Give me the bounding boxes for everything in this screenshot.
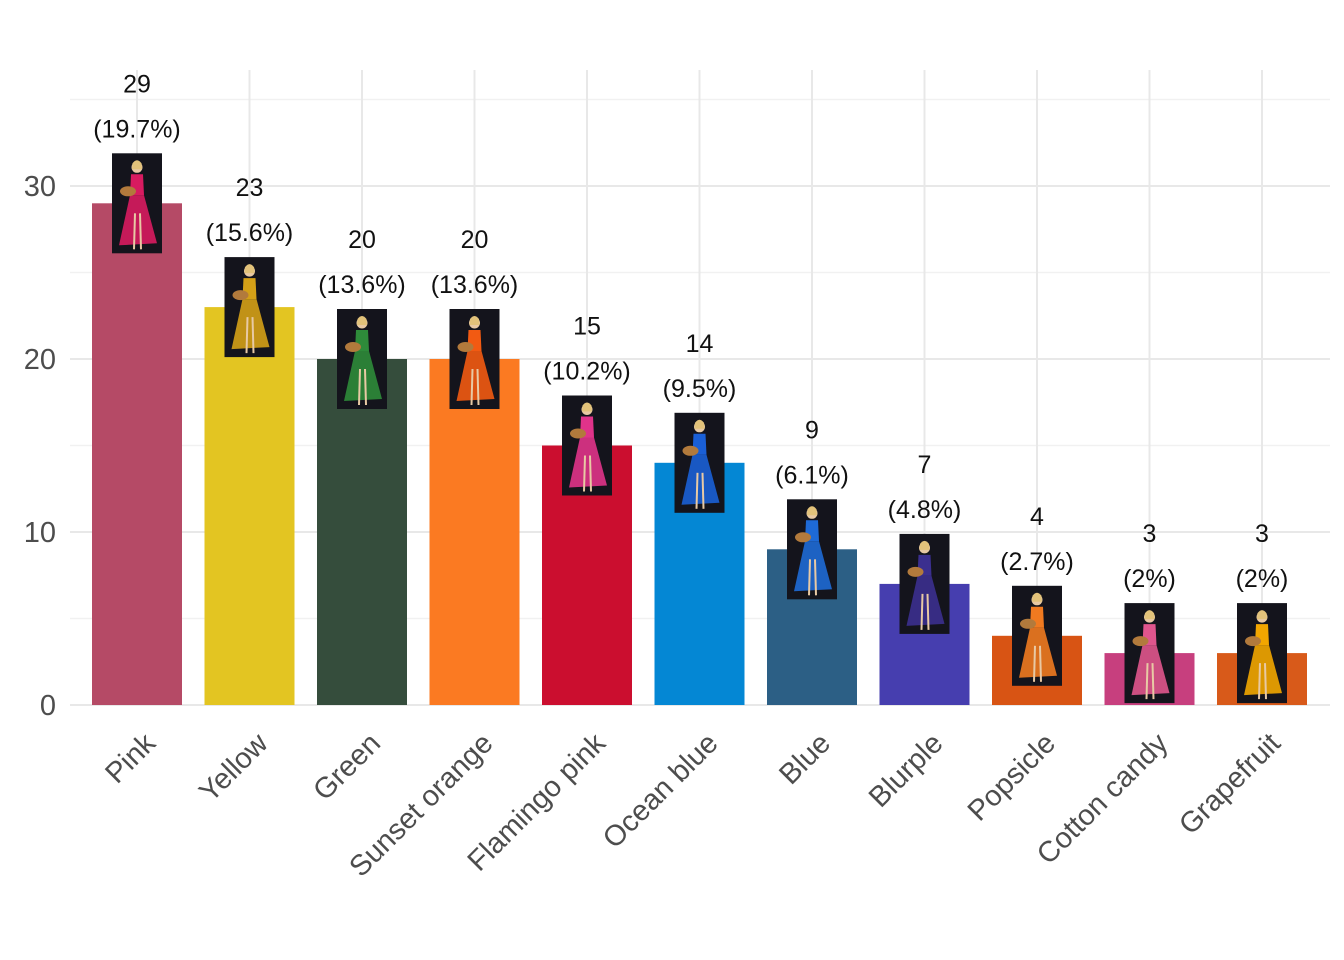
- percent-label: (4.8%): [888, 496, 962, 524]
- count-label: 9: [805, 416, 819, 444]
- percent-label: (2.7%): [1000, 548, 1074, 576]
- bar: [429, 359, 520, 705]
- percent-label: (13.6%): [318, 271, 406, 299]
- dress-photo: [449, 309, 500, 409]
- count-label: 20: [348, 226, 376, 254]
- y-axis-ticks: 0 10 20 30: [24, 171, 56, 722]
- percent-label: (10.2%): [543, 358, 631, 386]
- dress-photo: [337, 309, 387, 409]
- count-label: 14: [686, 330, 714, 358]
- dress-photo: [1012, 585, 1062, 686]
- x-tick-label: Green: [307, 727, 387, 807]
- count-label: 3: [1143, 520, 1157, 548]
- dress-photo: [899, 533, 950, 634]
- dress-photo: [1124, 603, 1175, 704]
- x-tick-label: Pink: [99, 727, 162, 790]
- dress-photo: [674, 412, 725, 513]
- percent-label: (6.1%): [775, 461, 849, 489]
- bars: [92, 203, 1307, 706]
- dress-photo: [224, 257, 275, 358]
- count-label: 4: [1030, 503, 1044, 531]
- x-tick-label: Ocean blue: [597, 727, 725, 855]
- count-label: 29: [123, 70, 151, 98]
- percent-label: (2%): [1123, 565, 1176, 593]
- count-label: 3: [1255, 520, 1269, 548]
- x-tick-label: Popsicle: [962, 727, 1062, 827]
- y-tick-label: 30: [24, 171, 56, 203]
- x-tick-label: Grapefruit: [1173, 727, 1287, 841]
- x-tick-label: Yellow: [193, 727, 275, 809]
- bar: [204, 307, 295, 705]
- data-labels: 29 (19.7%) 23 (15.6%) 20 (13.6%) 20 (13.6%) 15 (1…: [93, 70, 1288, 593]
- dress-photo: [1237, 603, 1287, 704]
- bar: [317, 359, 407, 705]
- percent-label: (19.7%): [93, 115, 181, 143]
- percent-label: (13.6%): [431, 271, 519, 299]
- count-label: 20: [461, 226, 489, 254]
- dress-photos: [112, 153, 1287, 704]
- count-label: 23: [236, 174, 264, 202]
- y-tick-label: 10: [24, 517, 56, 549]
- percent-label: (15.6%): [206, 219, 294, 247]
- count-label: 15: [573, 313, 601, 341]
- dress-photo: [112, 153, 162, 254]
- bar: [92, 203, 182, 706]
- dress-photo: [787, 499, 837, 600]
- x-tick-label: Blurple: [863, 727, 949, 813]
- percent-label: (9.5%): [663, 375, 737, 403]
- y-tick-label: 20: [24, 344, 56, 376]
- count-label: 7: [918, 451, 932, 479]
- percent-label: (2%): [1236, 565, 1289, 593]
- x-tick-label: Blue: [773, 727, 837, 791]
- y-tick-label: 0: [40, 690, 56, 722]
- dress-photo: [562, 395, 612, 496]
